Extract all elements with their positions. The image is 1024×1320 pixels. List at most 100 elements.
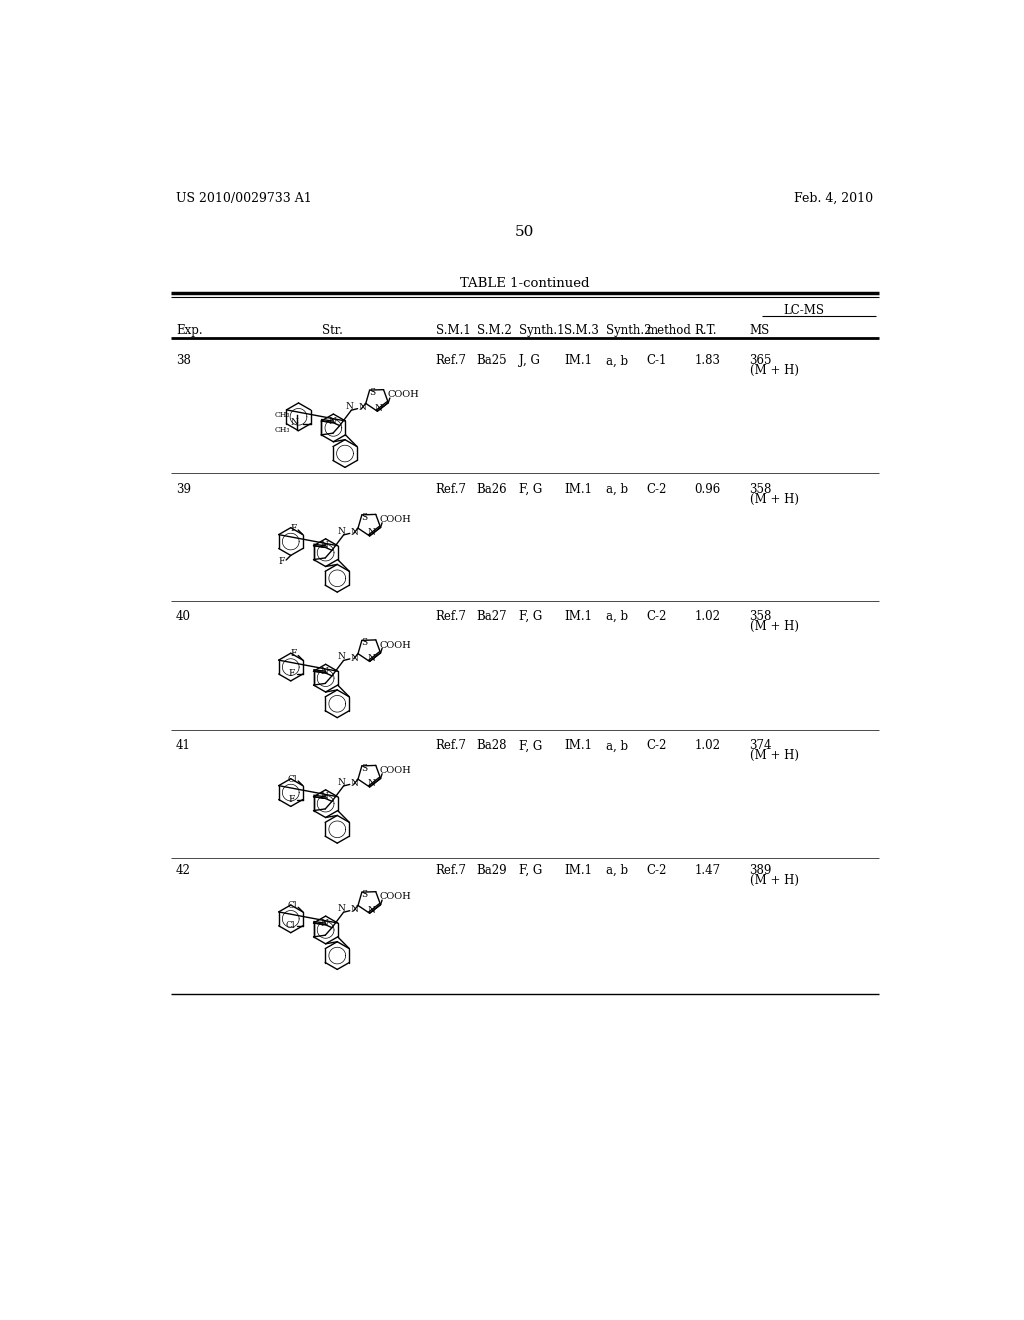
Text: Cl: Cl: [286, 921, 295, 931]
Text: N: N: [368, 906, 375, 915]
Text: (M + H): (M + H): [750, 750, 799, 763]
Text: Exp.: Exp.: [176, 323, 203, 337]
Text: COOH: COOH: [387, 391, 419, 400]
Text: N: N: [368, 528, 375, 537]
Text: a, b: a, b: [606, 354, 629, 367]
Text: F, G: F, G: [518, 865, 542, 878]
Text: F, G: F, G: [518, 610, 542, 623]
Text: Ba27: Ba27: [477, 610, 507, 623]
Text: N: N: [350, 528, 358, 537]
Text: N: N: [291, 417, 298, 426]
Text: C-2: C-2: [646, 739, 667, 752]
Text: Ref.7: Ref.7: [435, 354, 467, 367]
Text: CH₃: CH₃: [275, 411, 291, 418]
Text: 1.83: 1.83: [694, 354, 721, 367]
Text: C-1: C-1: [646, 354, 667, 367]
Text: TABLE 1-continued: TABLE 1-continued: [460, 277, 590, 289]
Text: IM.1: IM.1: [564, 610, 592, 623]
Text: N: N: [375, 404, 383, 413]
Text: N: N: [368, 779, 375, 788]
Text: Synth.2: Synth.2: [606, 323, 651, 337]
Text: N: N: [345, 401, 353, 411]
Text: S.M.1: S.M.1: [435, 323, 470, 337]
Text: method: method: [646, 323, 691, 337]
Text: F: F: [290, 524, 297, 533]
Text: Ba29: Ba29: [477, 865, 507, 878]
Text: US 2010/0029733 A1: US 2010/0029733 A1: [176, 191, 311, 205]
Text: Ref.7: Ref.7: [435, 739, 467, 752]
Text: COOH: COOH: [380, 640, 412, 649]
Text: C-2: C-2: [646, 865, 667, 878]
Text: Cl: Cl: [287, 775, 297, 784]
Text: 0.96: 0.96: [694, 483, 721, 496]
Text: N: N: [337, 904, 345, 913]
Text: 365: 365: [750, 354, 772, 367]
Text: 1.02: 1.02: [694, 610, 721, 623]
Text: 40: 40: [176, 610, 191, 623]
Text: LC-MS: LC-MS: [783, 304, 824, 317]
Text: C-2: C-2: [646, 483, 667, 496]
Text: (M + H): (M + H): [750, 364, 799, 378]
Text: a, b: a, b: [606, 610, 629, 623]
Text: 358: 358: [750, 610, 772, 623]
Text: 389: 389: [750, 865, 772, 878]
Text: N: N: [358, 404, 367, 412]
Text: N: N: [368, 653, 375, 663]
Text: R.T.: R.T.: [694, 323, 717, 337]
Text: COOH: COOH: [380, 892, 412, 902]
Text: C-2: C-2: [646, 610, 667, 623]
Text: 41: 41: [176, 739, 190, 752]
Text: N: N: [337, 527, 345, 536]
Text: N: N: [337, 652, 345, 661]
Text: F: F: [290, 649, 297, 659]
Text: 1.02: 1.02: [694, 739, 721, 752]
Text: F: F: [279, 557, 285, 566]
Text: S: S: [369, 388, 375, 397]
Text: N: N: [321, 792, 329, 801]
Text: N: N: [329, 417, 336, 425]
Text: Ba25: Ba25: [477, 354, 507, 367]
Text: Ref.7: Ref.7: [435, 610, 467, 623]
Text: S: S: [361, 512, 368, 521]
Text: (M + H): (M + H): [750, 492, 799, 506]
Text: a, b: a, b: [606, 483, 629, 496]
Text: F, G: F, G: [518, 739, 542, 752]
Text: N: N: [350, 779, 358, 788]
Text: Ref.7: Ref.7: [435, 865, 467, 878]
Text: N: N: [350, 653, 358, 663]
Text: F: F: [289, 669, 295, 678]
Text: 358: 358: [750, 483, 772, 496]
Text: COOH: COOH: [380, 766, 412, 775]
Text: (M + H): (M + H): [750, 620, 799, 634]
Text: 38: 38: [176, 354, 190, 367]
Text: Ba26: Ba26: [477, 483, 507, 496]
Text: N: N: [321, 667, 329, 676]
Text: Cl: Cl: [287, 902, 297, 911]
Text: Synth.1: Synth.1: [518, 323, 564, 337]
Text: S: S: [361, 764, 368, 772]
Text: N: N: [337, 777, 345, 787]
Text: MS: MS: [750, 323, 770, 337]
Text: N: N: [321, 919, 329, 928]
Text: CH₃: CH₃: [275, 426, 291, 434]
Text: F, G: F, G: [518, 483, 542, 496]
Text: S: S: [361, 890, 368, 899]
Text: IM.1: IM.1: [564, 739, 592, 752]
Text: Ba28: Ba28: [477, 739, 507, 752]
Text: Ref.7: Ref.7: [435, 483, 467, 496]
Text: COOH: COOH: [380, 515, 412, 524]
Text: 1.47: 1.47: [694, 865, 721, 878]
Text: N: N: [350, 906, 358, 915]
Text: 39: 39: [176, 483, 191, 496]
Text: a, b: a, b: [606, 865, 629, 878]
Text: F: F: [289, 795, 295, 804]
Text: IM.1: IM.1: [564, 865, 592, 878]
Text: S.M.3: S.M.3: [564, 323, 599, 337]
Text: J, G: J, G: [518, 354, 540, 367]
Text: N: N: [321, 541, 329, 550]
Text: (M + H): (M + H): [750, 874, 799, 887]
Text: a, b: a, b: [606, 739, 629, 752]
Text: Str.: Str.: [322, 323, 343, 337]
Text: IM.1: IM.1: [564, 483, 592, 496]
Text: S.M.2: S.M.2: [477, 323, 512, 337]
